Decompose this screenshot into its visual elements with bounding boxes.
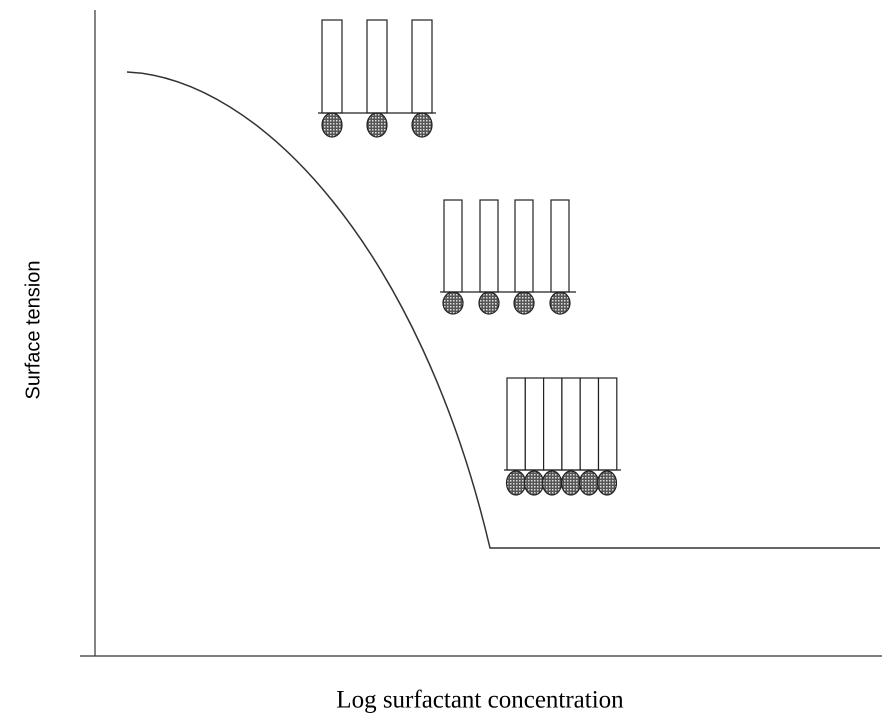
molecules-high	[504, 377, 621, 496]
molecules-mid	[440, 199, 576, 315]
curve	[126, 71, 880, 549]
y-axis-label: Surface tension	[22, 261, 44, 400]
molecules-low	[318, 19, 436, 138]
x-axis-label: Log surfactant concentration	[336, 687, 624, 714]
axes	[80, 10, 882, 657]
